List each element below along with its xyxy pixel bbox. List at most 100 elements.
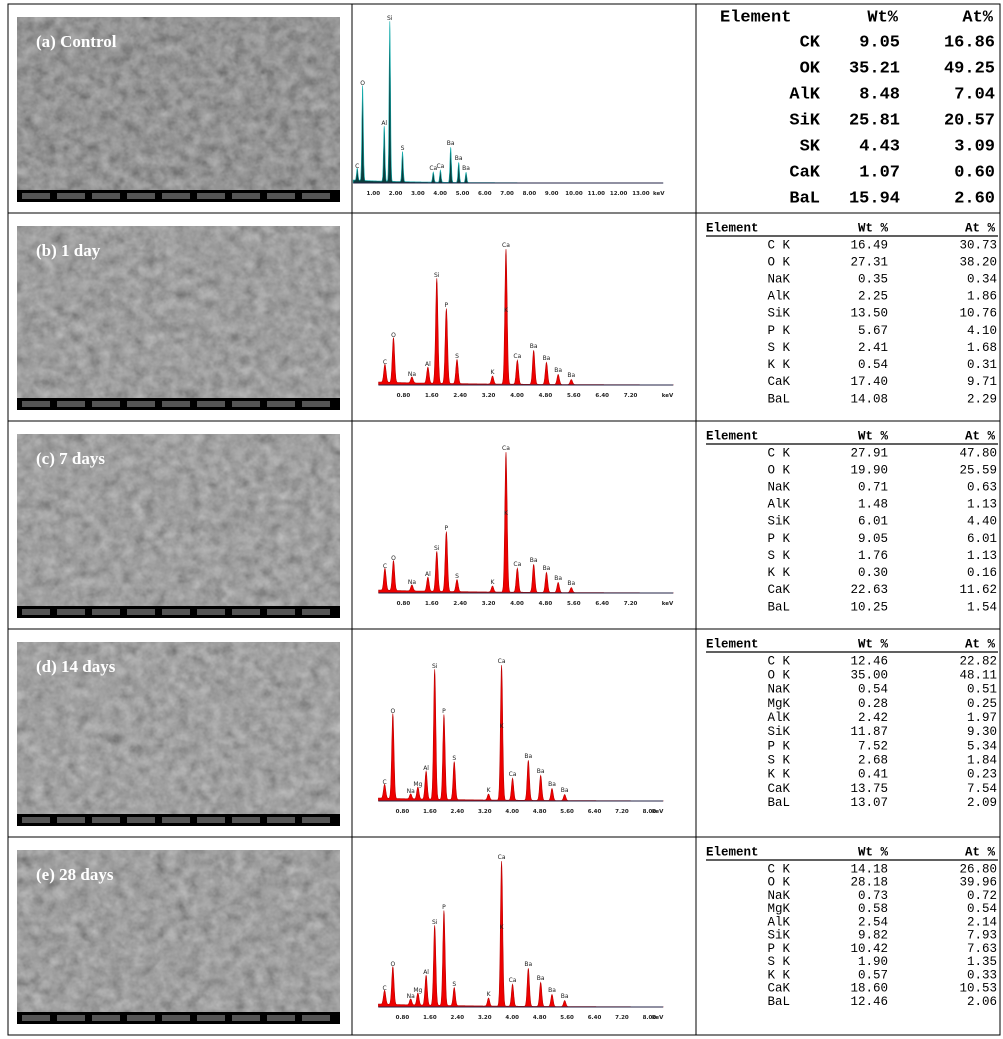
- table-cell: C K: [767, 238, 790, 252]
- panel-label: (a) Control: [36, 32, 117, 51]
- peak-label: Na: [408, 371, 416, 378]
- table-cell: 3.09: [954, 137, 995, 156]
- spectrum-tick-label: 4.80: [533, 809, 547, 815]
- table-cell: 0.54: [967, 902, 997, 916]
- spectrum-tick-label: 13.00: [632, 191, 650, 197]
- sem-info-field: [57, 401, 85, 407]
- peak-label: Si: [434, 545, 440, 552]
- spectrum-tick-label: 5.60: [567, 393, 581, 399]
- table-cell: P K: [767, 532, 790, 546]
- table-cell: O K: [767, 463, 790, 477]
- peak-label: O: [391, 332, 396, 339]
- table-cell: 8.48: [859, 85, 900, 104]
- peak-label: Ba: [548, 781, 556, 788]
- spectrum-tick-label: 5.60: [560, 1015, 574, 1021]
- table-cell: SK: [800, 137, 821, 156]
- spectrum-tick-label: 1.60: [423, 1015, 437, 1021]
- sem-info-field: [92, 401, 120, 407]
- spectrum-tick-label: 4.00: [505, 1015, 519, 1021]
- table-header: Element: [706, 221, 759, 235]
- table-cell: 1.13: [967, 498, 997, 512]
- table-cell: 16.49: [850, 238, 888, 252]
- table-cell: CaK: [767, 583, 790, 597]
- table-cell: BaL: [767, 392, 790, 406]
- spectrum-tick-label: 11.00: [588, 191, 606, 197]
- sem-info-field: [57, 817, 85, 823]
- spectrum-tick-label: 4.80: [533, 1015, 547, 1021]
- peak-label: P: [445, 302, 449, 309]
- sem-info-field: [22, 817, 50, 823]
- table-cell: 0.60: [954, 163, 995, 182]
- sem-info-field: [302, 1015, 330, 1021]
- sem-info-field: [232, 193, 260, 199]
- sem-info-field: [232, 1015, 260, 1021]
- spectrum-tick-label: 6.00: [478, 191, 492, 197]
- panel-label: (c) 7 days: [36, 449, 105, 468]
- sem-info-field: [302, 193, 330, 199]
- table-cell: 25.81: [849, 111, 900, 130]
- peak-label: Ba: [561, 787, 569, 794]
- sem-info-field: [162, 401, 190, 407]
- spectrum-tick-label: 4.00: [505, 809, 519, 815]
- table-cell: 20.57: [944, 111, 995, 130]
- table-header: Wt %: [858, 429, 889, 443]
- sem-info-field: [197, 817, 225, 823]
- table-header: Element: [706, 637, 759, 651]
- panel-label: (e) 28 days: [36, 865, 114, 884]
- table-cell: 9.05: [859, 33, 900, 52]
- table-cell: 0.58: [858, 902, 888, 916]
- table-cell: NaK: [767, 481, 790, 495]
- table-cell: 7.63: [967, 942, 997, 956]
- peak-label: Ba: [561, 993, 569, 1000]
- table-cell: 7.04: [954, 85, 995, 104]
- sem-info-field: [267, 401, 295, 407]
- table-cell: 19.90: [850, 463, 888, 477]
- table-header: Element: [720, 8, 791, 27]
- peak-label: Ba: [524, 961, 532, 968]
- table-cell: 48.11: [959, 668, 997, 682]
- table-cell: 0.41: [858, 768, 888, 782]
- peak-label: Al: [425, 571, 431, 578]
- table-cell: 2.54: [858, 915, 888, 929]
- spectrum: [378, 452, 674, 594]
- table-cell: 0.54: [858, 683, 888, 697]
- table-cell: 25.59: [959, 463, 997, 477]
- peak-label: Ba: [524, 753, 532, 760]
- spectrum-tick-label: 1.60: [423, 809, 437, 815]
- table-cell: 2.25: [858, 290, 888, 304]
- table-cell: K K: [767, 968, 790, 982]
- table-cell: S K: [767, 955, 790, 969]
- peak-label: P: [442, 904, 446, 911]
- table-cell: NaK: [767, 683, 790, 697]
- table-cell: 22.63: [850, 583, 888, 597]
- table-cell: BaL: [789, 189, 820, 208]
- table-cell: 0.28: [858, 697, 888, 711]
- figure-border: [7, 3, 1001, 1036]
- sem-info-field: [232, 817, 260, 823]
- table-cell: OK: [800, 59, 821, 78]
- table-cell: 12.46: [850, 995, 888, 1009]
- spectrum-tick-label: 1.60: [425, 601, 439, 607]
- table-header: Wt %: [858, 221, 889, 235]
- peak-label: Si: [432, 919, 438, 926]
- table-cell: 7.93: [967, 929, 997, 943]
- peak-label: S: [452, 981, 456, 988]
- spectrum-tick-label: 4.00: [510, 393, 524, 399]
- table-cell: 2.06: [967, 995, 997, 1009]
- table-cell: AlK: [789, 85, 820, 104]
- peak-label: Ba: [567, 372, 575, 379]
- table-cell: P K: [767, 324, 790, 338]
- table-cell: BaL: [767, 995, 790, 1009]
- table-header: At %: [965, 221, 996, 235]
- sem-info-field: [232, 401, 260, 407]
- table-cell: 9.82: [858, 929, 888, 943]
- spectrum-tick-label: 7.20: [624, 601, 638, 607]
- sem-info-field: [127, 193, 155, 199]
- spectrum-tick-label: 9.00: [545, 191, 559, 197]
- table-cell: 1.13: [967, 549, 997, 563]
- spectrum-tick-label: 3.20: [482, 601, 496, 607]
- table-cell: CaK: [767, 982, 790, 996]
- spectrum-tick-label: 2.40: [453, 393, 467, 399]
- peak-label: Ba: [543, 565, 551, 572]
- table-cell: 14.08: [850, 392, 888, 406]
